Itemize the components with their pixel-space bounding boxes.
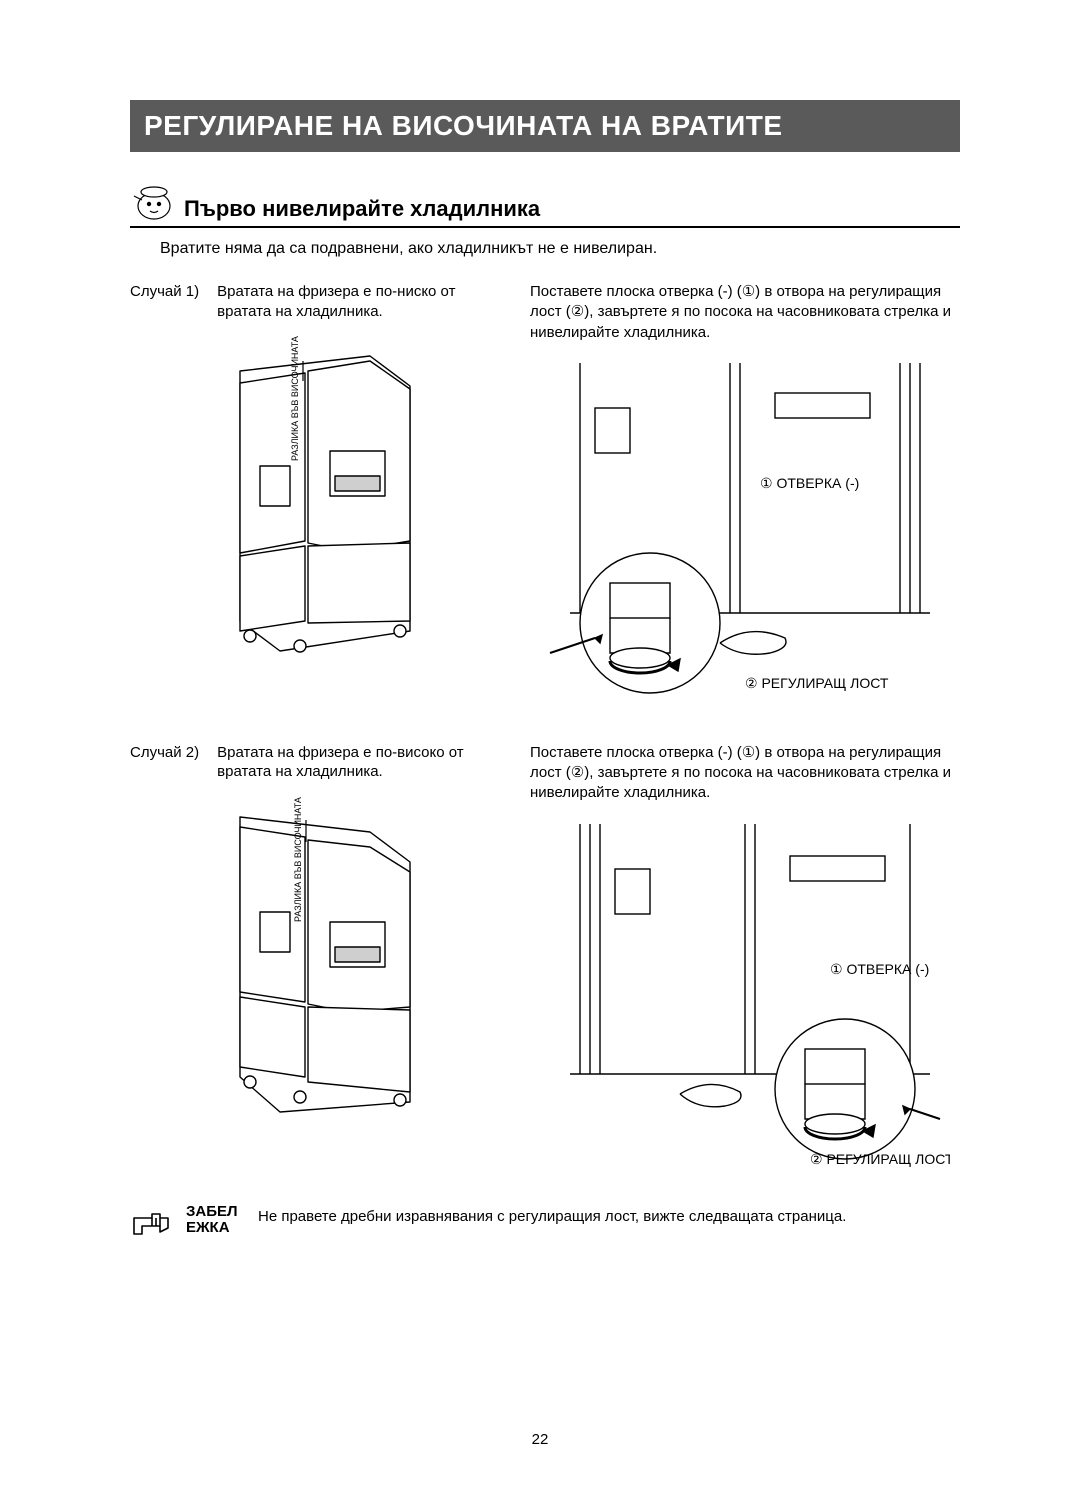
case-1-left: Случай 1) Вратата на фризера е по-ниско … xyxy=(130,282,490,713)
page-title-bar: РЕГУЛИРАНЕ НА ВИСОЧИНАТА НА ВРАТИТЕ xyxy=(130,100,960,152)
subtitle-row: Първо нивелирайте хладилника xyxy=(130,182,960,228)
height-diff-label-1: РАЗЛИКА ВЪВ ВИСОЧИНАТА xyxy=(290,336,300,461)
case-1-desc: Вратата на фризера е по-ниско от вратата… xyxy=(217,282,490,321)
case-1-label: Случай 1) xyxy=(130,282,199,321)
callout-2-lever: ② РЕГУЛИРАЩ ЛОСТ xyxy=(810,1151,950,1167)
mascot-icon xyxy=(130,182,174,222)
detail-illustration-1: ① ОТВЕРКА (-) ② РЕГУЛИРАЩ ЛОСТ xyxy=(540,353,950,713)
case-1-right: Поставете плоска отверка (-) (①) в отвор… xyxy=(530,282,960,713)
cases-container: Случай 1) Вратата на фризера е по-ниско … xyxy=(130,282,960,1174)
fridge-illustration-2: РАЗЛИКА ВЪВ ВИСОЧИНАТА xyxy=(180,792,440,1142)
case-1-instr: Поставете плоска отверка (-) (①) в отвор… xyxy=(530,282,960,343)
page-title-text: РЕГУЛИРАНЕ НА ВИСОЧИНАТА НА ВРАТИТЕ xyxy=(144,110,783,141)
note-text: Не правете дребни изравнявания с регулир… xyxy=(258,1204,960,1225)
case-2-head: Случай 2) Вратата на фризера е по-високо… xyxy=(130,743,490,782)
page-number: 22 xyxy=(0,1431,1080,1448)
case-2-left: Случай 2) Вратата на фризера е по-високо… xyxy=(130,743,490,1174)
height-diff-label-2: РАЗЛИКА ВЪВ ВИСОЧИНАТА xyxy=(293,797,303,922)
case-1: Случай 1) Вратата на фризера е по-ниско … xyxy=(130,282,960,713)
fridge-illustration-1: РАЗЛИКА ВЪВ ВИСОЧИНАТА xyxy=(180,331,440,681)
case-2-right: Поставете плоска отверка (-) (①) в отвор… xyxy=(530,743,960,1174)
case-2-label: Случай 2) xyxy=(130,743,199,782)
note-row: ЗАБЕЛ ЕЖКА Не правете дребни изравнявани… xyxy=(130,1204,960,1244)
callout-2-screwdriver: ① ОТВЕРКА (-) xyxy=(830,961,929,977)
pointing-hand-icon xyxy=(130,1204,172,1244)
detail-illustration-2: ① ОТВЕРКА (-) ② РЕГУЛИРАЩ ЛОСТ xyxy=(540,814,950,1174)
callout-1-screwdriver: ① ОТВЕРКА (-) xyxy=(760,475,859,491)
subtitle-text: Първо нивелирайте хладилника xyxy=(184,196,540,222)
case-1-head: Случай 1) Вратата на фризера е по-ниско … xyxy=(130,282,490,321)
case-2-instr: Поставете плоска отверка (-) (①) в отвор… xyxy=(530,743,960,804)
case-2: Случай 2) Вратата на фризера е по-високо… xyxy=(130,743,960,1174)
note-label: ЗАБЕЛ ЕЖКА xyxy=(186,1204,244,1237)
case-2-desc: Вратата на фризера е по-високо от вратат… xyxy=(217,743,490,782)
callout-1-lever: ② РЕГУЛИРАЩ ЛОСТ xyxy=(745,675,889,691)
intro-text: Вратите няма да са подравнени, ако хлади… xyxy=(160,240,960,258)
